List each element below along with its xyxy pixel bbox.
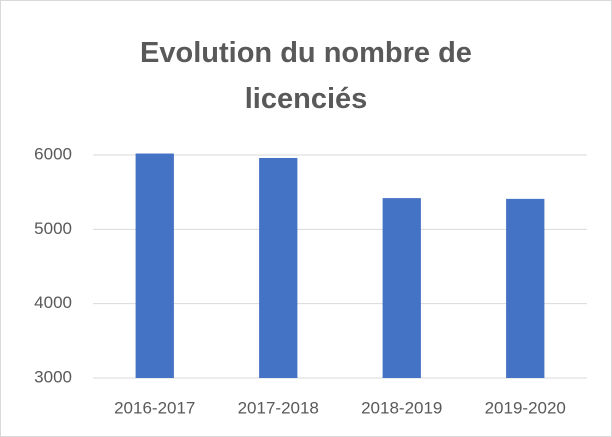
bar <box>506 198 545 378</box>
x-tick-label: 2016-2017 <box>114 398 195 417</box>
y-tick-label: 5000 <box>34 219 72 238</box>
y-tick-label: 3000 <box>34 367 72 386</box>
y-tick-label: 4000 <box>34 293 72 312</box>
bar <box>259 157 298 378</box>
bar <box>135 153 174 378</box>
x-tick-label: 2017-2018 <box>238 398 319 417</box>
x-tick-label: 2019-2020 <box>485 398 566 417</box>
chart-title: Evolution du nombre de licenciés <box>140 37 472 115</box>
y-tick-label: 6000 <box>34 144 72 163</box>
x-tick-label: 2018-2019 <box>361 398 442 417</box>
bar <box>382 198 421 378</box>
